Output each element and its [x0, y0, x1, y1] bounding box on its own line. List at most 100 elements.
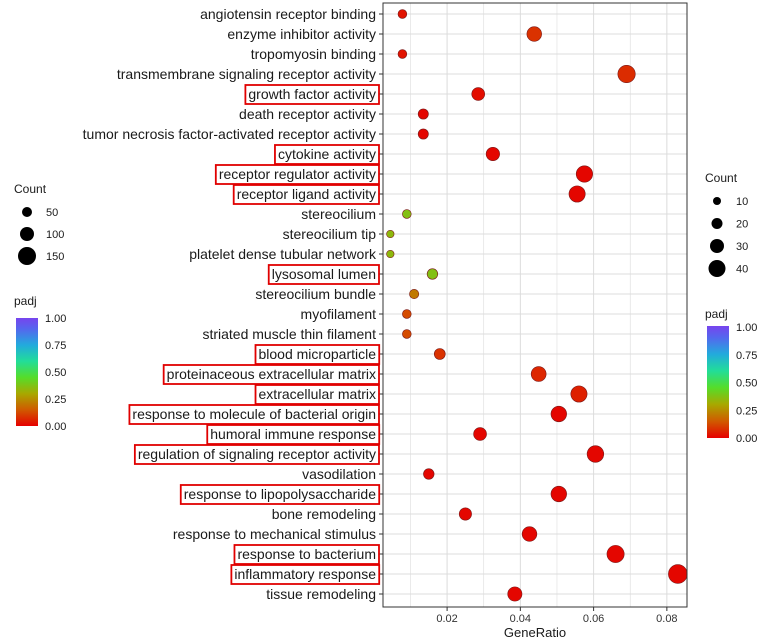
data-point — [402, 309, 412, 319]
data-point — [526, 26, 542, 42]
y-tick-label: death receptor activity — [239, 106, 376, 122]
highlight-box — [233, 544, 380, 565]
highlight-box — [179, 484, 381, 505]
right-count-legend: Count 10 20 30 40 — [705, 171, 748, 277]
data-point — [668, 564, 688, 584]
data-point — [530, 366, 547, 382]
legend-size-label: 40 — [736, 264, 748, 276]
y-tick-label: inflammatory response — [234, 566, 376, 582]
data-point — [570, 385, 588, 403]
plot-panel — [382, 2, 688, 608]
x-axis-ticks: 0.02 0.04 0.06 0.08 — [436, 607, 678, 625]
highlight-box — [162, 364, 380, 385]
legend-size-point — [713, 197, 721, 205]
x-tick-label: 0.06 — [583, 613, 604, 625]
data-point — [397, 49, 408, 59]
y-axis-term-labels: angiotensin receptor binding enzyme inhib… — [83, 6, 383, 602]
y-tick-label: response to molecule of bacterial origin — [132, 406, 376, 422]
legend-size-label: 100 — [46, 229, 64, 241]
left-count-legend: Count 50 100 150 — [14, 182, 64, 265]
y-tick-label: response to mechanical stimulus — [173, 526, 376, 542]
data-point — [433, 348, 446, 360]
y-tick-label: proteinaceous extracellular matrix — [167, 366, 376, 382]
data-point — [568, 185, 586, 203]
y-tick-label: angiotensin receptor binding — [200, 6, 376, 22]
data-point — [417, 128, 429, 140]
x-tick-label: 0.04 — [510, 613, 531, 625]
legend-size-label: 10 — [736, 196, 748, 208]
y-tick-label: receptor regulator activity — [219, 166, 376, 182]
x-tick-label: 0.02 — [436, 613, 457, 625]
legend-size-label: 50 — [46, 207, 58, 219]
y-tick-label: platelet dense tubular network — [189, 246, 377, 262]
data-point — [606, 545, 625, 563]
colorbar-label: 0.75 — [736, 350, 757, 362]
right-padj-colorbar — [707, 326, 729, 438]
colorbar-label: 0.00 — [736, 433, 757, 445]
highlight-box — [232, 184, 380, 205]
legend-size-point — [711, 218, 723, 229]
legend-size-label: 30 — [736, 241, 748, 253]
highlight-box — [254, 384, 380, 405]
y-tick-label: cytokine activity — [278, 146, 376, 162]
data-point — [586, 445, 605, 463]
data-point — [417, 108, 429, 120]
y-tick-label: tissue remodeling — [266, 586, 376, 602]
y-tick-label: myofilament — [301, 306, 377, 322]
colorbar-label: 0.75 — [45, 340, 66, 352]
data-point — [485, 146, 500, 162]
highlight-box — [230, 564, 381, 585]
legend-size-label: 20 — [736, 219, 748, 231]
y-tick-label: stereocilium tip — [283, 226, 377, 242]
data-point — [426, 268, 439, 280]
y-tick-label: regulation of signaling receptor activit… — [138, 446, 376, 462]
colorbar-label: 0.25 — [736, 405, 757, 417]
legend-size-point — [708, 260, 726, 277]
y-tick-label: growth factor activity — [248, 86, 376, 102]
highlight-box — [267, 264, 380, 285]
data-point — [402, 209, 412, 219]
data-point — [402, 329, 412, 339]
data-point — [409, 289, 420, 299]
y-tick-label: enzyme inhibitor activity — [227, 26, 376, 42]
highlight-box — [133, 444, 380, 465]
data-point — [473, 427, 487, 441]
legend-size-point — [20, 227, 34, 241]
y-tick-label: extracellular matrix — [259, 386, 376, 402]
highlight-box — [206, 424, 381, 445]
colorbar-label: 0.50 — [736, 378, 757, 390]
data-point — [386, 229, 395, 239]
colorbar-label: 0.00 — [45, 421, 66, 433]
y-tick-label: vasodilation — [302, 466, 376, 482]
y-tick-label: receptor ligand activity — [237, 186, 376, 202]
y-tick-label: tropomyosin binding — [251, 46, 376, 62]
left-padj-legend: padj 1.00 0.75 0.50 0.25 0.00 — [14, 294, 66, 433]
left-padj-legend-title: padj — [14, 294, 37, 308]
colorbar-label: 1.00 — [45, 313, 66, 325]
y-tick-label: lysosomal lumen — [272, 266, 376, 282]
y-tick-label: response to lipopolysaccharide — [184, 486, 376, 502]
highlight-box — [128, 404, 380, 425]
y-tick-label: tumor necrosis factor-activated receptor… — [83, 126, 376, 142]
data-point — [397, 9, 408, 19]
right-count-legend-title: Count — [705, 171, 738, 185]
data-point — [575, 165, 593, 183]
colorbar-label: 0.25 — [45, 394, 66, 406]
y-tick-label: stereocilium — [301, 206, 376, 222]
y-tick-label: response to bacterium — [237, 546, 376, 562]
legend-size-point — [710, 239, 724, 253]
y-tick-label: transmembrane signaling receptor activit… — [117, 66, 376, 82]
legend-size-point — [18, 247, 36, 265]
data-point — [550, 405, 567, 423]
legend-size-label: 150 — [46, 251, 64, 263]
data-point — [550, 485, 567, 503]
data-point — [507, 586, 523, 602]
highlight-box — [214, 164, 380, 185]
highlight-box — [254, 344, 381, 365]
data-point — [458, 507, 472, 521]
highlight-box — [244, 84, 380, 105]
x-tick-label: 0.08 — [656, 613, 677, 625]
data-point — [521, 526, 538, 542]
y-tick-label: bone remodeling — [272, 506, 376, 522]
